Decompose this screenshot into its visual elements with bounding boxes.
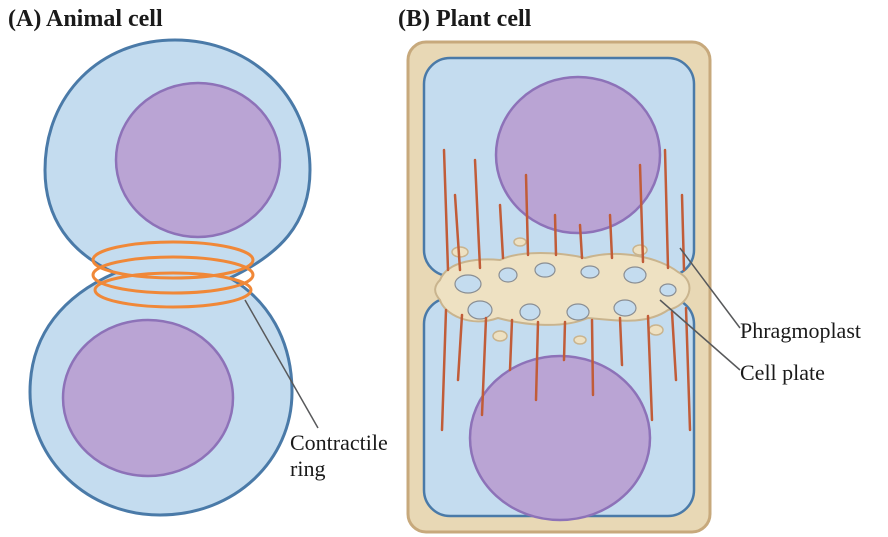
plant-nucleus-bottom [470,356,650,520]
plant-nucleus-top [496,77,660,233]
animal-nucleus-top [116,83,280,237]
label-contractile-2: ring [290,456,325,481]
panel-a-title: (A) Animal cell [8,6,163,32]
animal-cell-body [30,40,310,515]
panel-b-title: (B) Plant cell [398,6,532,32]
label-contractile-1: Contractile [290,430,388,455]
label-phragmoplast: Phragmoplast [740,318,861,343]
panel-b: (B) Plant cell [398,6,861,532]
label-cellplate: Cell plate [740,360,825,385]
animal-nucleus-bottom [63,320,233,476]
panel-a: (A) Animal cell Contractile ring [8,6,388,515]
